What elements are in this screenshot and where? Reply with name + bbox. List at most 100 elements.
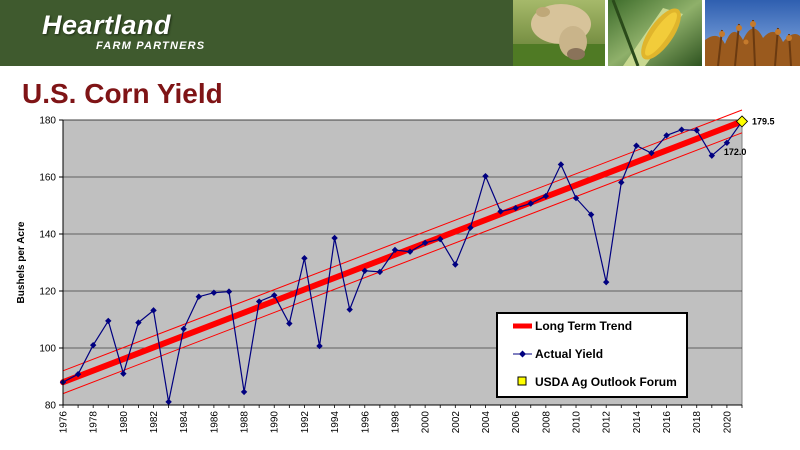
actual-yield-point xyxy=(150,307,157,314)
actual-yield-point xyxy=(89,341,97,349)
actual-yield-point xyxy=(437,235,444,243)
actual-yield-point xyxy=(316,342,323,350)
actual-yield-point xyxy=(678,126,685,133)
cow-photo xyxy=(513,0,605,66)
x-tick-label: 2016 xyxy=(662,411,673,434)
actual-yield-point xyxy=(135,319,142,326)
actual-yield-point xyxy=(497,208,504,215)
trend-band xyxy=(62,109,743,395)
x-tick-label: 1976 xyxy=(59,411,70,434)
actual-yield-point xyxy=(361,267,368,274)
legend-swatch-forecast xyxy=(517,376,527,386)
forecast-series xyxy=(726,115,749,144)
actual-yield-point xyxy=(587,211,595,218)
actual-yield-point xyxy=(210,289,218,296)
actual-yield-point xyxy=(512,204,519,212)
y-tick-label: 80 xyxy=(45,401,57,412)
forecast-connector xyxy=(726,121,743,144)
x-tick-label: 1984 xyxy=(179,411,190,434)
actual-yield-point xyxy=(406,248,414,255)
data-label-2020: 172.0 xyxy=(724,147,747,157)
actual-yield-point xyxy=(301,255,308,262)
actual-yield-point xyxy=(286,320,293,327)
y-tick-label: 120 xyxy=(39,287,56,298)
actual-yield-point xyxy=(346,306,353,313)
x-tick-label: 1990 xyxy=(270,411,281,434)
actual-yield-series xyxy=(59,126,731,406)
x-tick-label: 2004 xyxy=(481,411,492,434)
actual-yield-point xyxy=(195,293,202,300)
y-tick-label: 180 xyxy=(39,116,56,127)
gridlines xyxy=(63,119,742,349)
x-tick-label: 1992 xyxy=(300,411,311,434)
y-tick-label: 140 xyxy=(39,230,56,241)
legend-label-actual: Actual Yield xyxy=(535,347,603,361)
actual-yield-point xyxy=(120,370,127,377)
actual-yield-point xyxy=(603,278,610,286)
actual-yield-point xyxy=(331,234,338,242)
x-tick-label: 1988 xyxy=(240,411,251,434)
actual-yield-point xyxy=(376,268,384,276)
x-tick-label: 2010 xyxy=(572,411,583,434)
trend-upper-band xyxy=(62,109,743,372)
actual-yield-point xyxy=(527,200,534,207)
legend-label-forecast: USDA Ag Outlook Forum xyxy=(535,375,677,389)
slide-title: U.S. Corn Yield xyxy=(22,78,223,109)
actual-yield-point xyxy=(618,179,625,186)
actual-yield-point xyxy=(557,161,565,168)
actual-yield-point xyxy=(648,149,655,157)
x-tick-label: 1994 xyxy=(330,411,341,434)
actual-yield-point xyxy=(180,325,187,333)
x-tick-label: 2000 xyxy=(421,411,432,434)
actual-yield-point xyxy=(482,172,489,180)
legend: Long Term Trend Actual Yield USDA Ag Out… xyxy=(496,312,688,398)
x-tick-label: 2018 xyxy=(692,411,703,434)
actual-yield-point xyxy=(452,261,459,268)
actual-yield-point xyxy=(225,288,233,295)
legend-marker-actual xyxy=(519,350,526,358)
actual-yield-point xyxy=(391,246,399,254)
x-tick-label: 1996 xyxy=(360,411,371,434)
x-tick-label: 2008 xyxy=(541,411,552,434)
forecast-point xyxy=(735,115,749,128)
brand-name: Heartland xyxy=(42,10,172,40)
x-tick-label: 2012 xyxy=(602,411,613,434)
axes: 80 100 120 140 160 180 1976 1978 1980 1982 1984 198… xyxy=(39,116,743,434)
actual-yield-point xyxy=(74,371,82,378)
y-tick-label: 100 xyxy=(39,344,56,355)
actual-yield-point xyxy=(572,194,580,202)
actual-yield-point xyxy=(421,239,429,247)
actual-yield-point xyxy=(165,398,172,406)
x-tick-label: 1982 xyxy=(149,411,160,434)
legend-label-trend: Long Term Trend xyxy=(535,319,632,333)
actual-yield-point xyxy=(663,132,670,139)
x-tick-label: 2014 xyxy=(632,411,643,434)
trend-lower-band xyxy=(62,132,743,395)
actual-yield-point xyxy=(708,152,716,159)
actual-yield-point xyxy=(542,192,550,200)
actual-yield-point xyxy=(240,388,248,396)
actual-yield-point xyxy=(693,127,700,134)
x-tick-label: 2020 xyxy=(722,411,733,434)
soybean-photo xyxy=(705,0,800,66)
y-axis-label: Bushels per Acre xyxy=(16,221,27,303)
header-photo-strip xyxy=(513,0,800,66)
company-logo: Heartland FARM PARTNERS xyxy=(42,10,206,53)
annotations: 179.5 172.0 xyxy=(724,116,775,156)
actual-yield-point xyxy=(633,142,640,149)
x-tick-label: 1978 xyxy=(89,411,100,434)
data-label-forecast: 179.5 xyxy=(752,116,775,126)
x-tick-label: 2006 xyxy=(511,411,522,434)
x-tick-label: 1998 xyxy=(390,411,401,434)
x-tick-label: 1980 xyxy=(119,411,130,434)
y-tick-label: 160 xyxy=(39,173,56,184)
x-tick-label: 1986 xyxy=(209,411,220,434)
actual-yield-point xyxy=(105,317,112,325)
x-tick-label: 2002 xyxy=(451,411,462,434)
header-banner: Heartland FARM PARTNERS xyxy=(0,0,800,66)
actual-yield-point xyxy=(255,298,263,305)
brand-subtitle: FARM PARTNERS xyxy=(96,40,206,52)
actual-yield-point xyxy=(467,224,474,231)
corn-photo xyxy=(608,0,702,66)
